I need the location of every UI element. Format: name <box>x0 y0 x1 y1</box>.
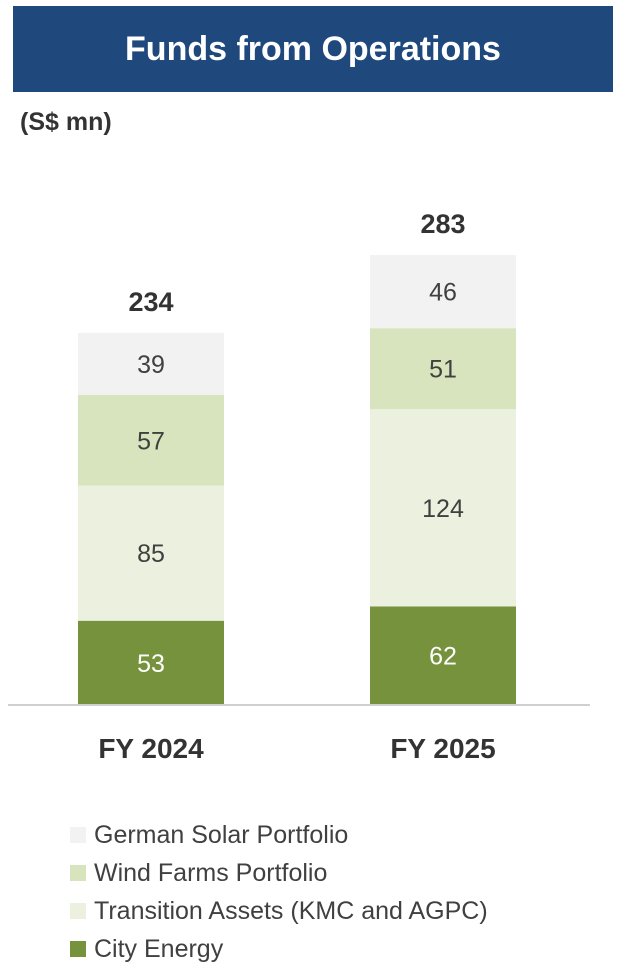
data-label: 46 <box>429 279 457 307</box>
data-label: 57 <box>137 427 165 455</box>
data-label: 62 <box>429 643 457 671</box>
legend-item: City Energy <box>70 930 488 968</box>
chart-title: Funds from Operations <box>13 6 613 92</box>
legend-label: German Solar Portfolio <box>94 820 349 849</box>
legend-label: Transition Assets (KMC and AGPC) <box>94 896 488 925</box>
bar-segment <box>78 394 224 486</box>
bar-segment <box>78 332 224 395</box>
stacked-bar-chart: 53 85 57 39 234 FY 2024 62 124 51 46 283 FY 2025 <box>8 209 590 764</box>
legend-item: German Solar Portfolio <box>70 816 488 854</box>
legend-label: City Energy <box>94 934 224 963</box>
x-tick-label: FY 2024 <box>98 733 204 764</box>
bar-segment <box>78 620 224 705</box>
legend-swatch <box>70 827 86 843</box>
data-label: 51 <box>429 356 457 384</box>
bar-segment <box>370 409 516 607</box>
x-tick-label: FY 2025 <box>390 733 495 764</box>
total-label: 234 <box>128 287 173 317</box>
data-label: 124 <box>422 495 464 523</box>
data-label: 53 <box>137 650 165 678</box>
legend-swatch <box>70 903 86 919</box>
legend-swatch <box>70 865 86 881</box>
bar-segment <box>78 485 224 621</box>
legend-item: Transition Assets (KMC and AGPC) <box>70 892 488 930</box>
legend-label: Wind Farms Portfolio <box>94 858 328 887</box>
bar-segment <box>370 255 516 329</box>
total-label: 283 <box>420 209 465 239</box>
bar-segment <box>370 606 516 705</box>
legend: German Solar Portfolio Wind Farms Portfol… <box>70 816 488 968</box>
bar-segment <box>370 328 516 410</box>
data-label: 39 <box>137 351 165 379</box>
unit-label: (S$ mn) <box>20 108 112 136</box>
data-label: 85 <box>137 540 165 568</box>
legend-swatch <box>70 941 86 957</box>
legend-item: Wind Farms Portfolio <box>70 854 488 892</box>
